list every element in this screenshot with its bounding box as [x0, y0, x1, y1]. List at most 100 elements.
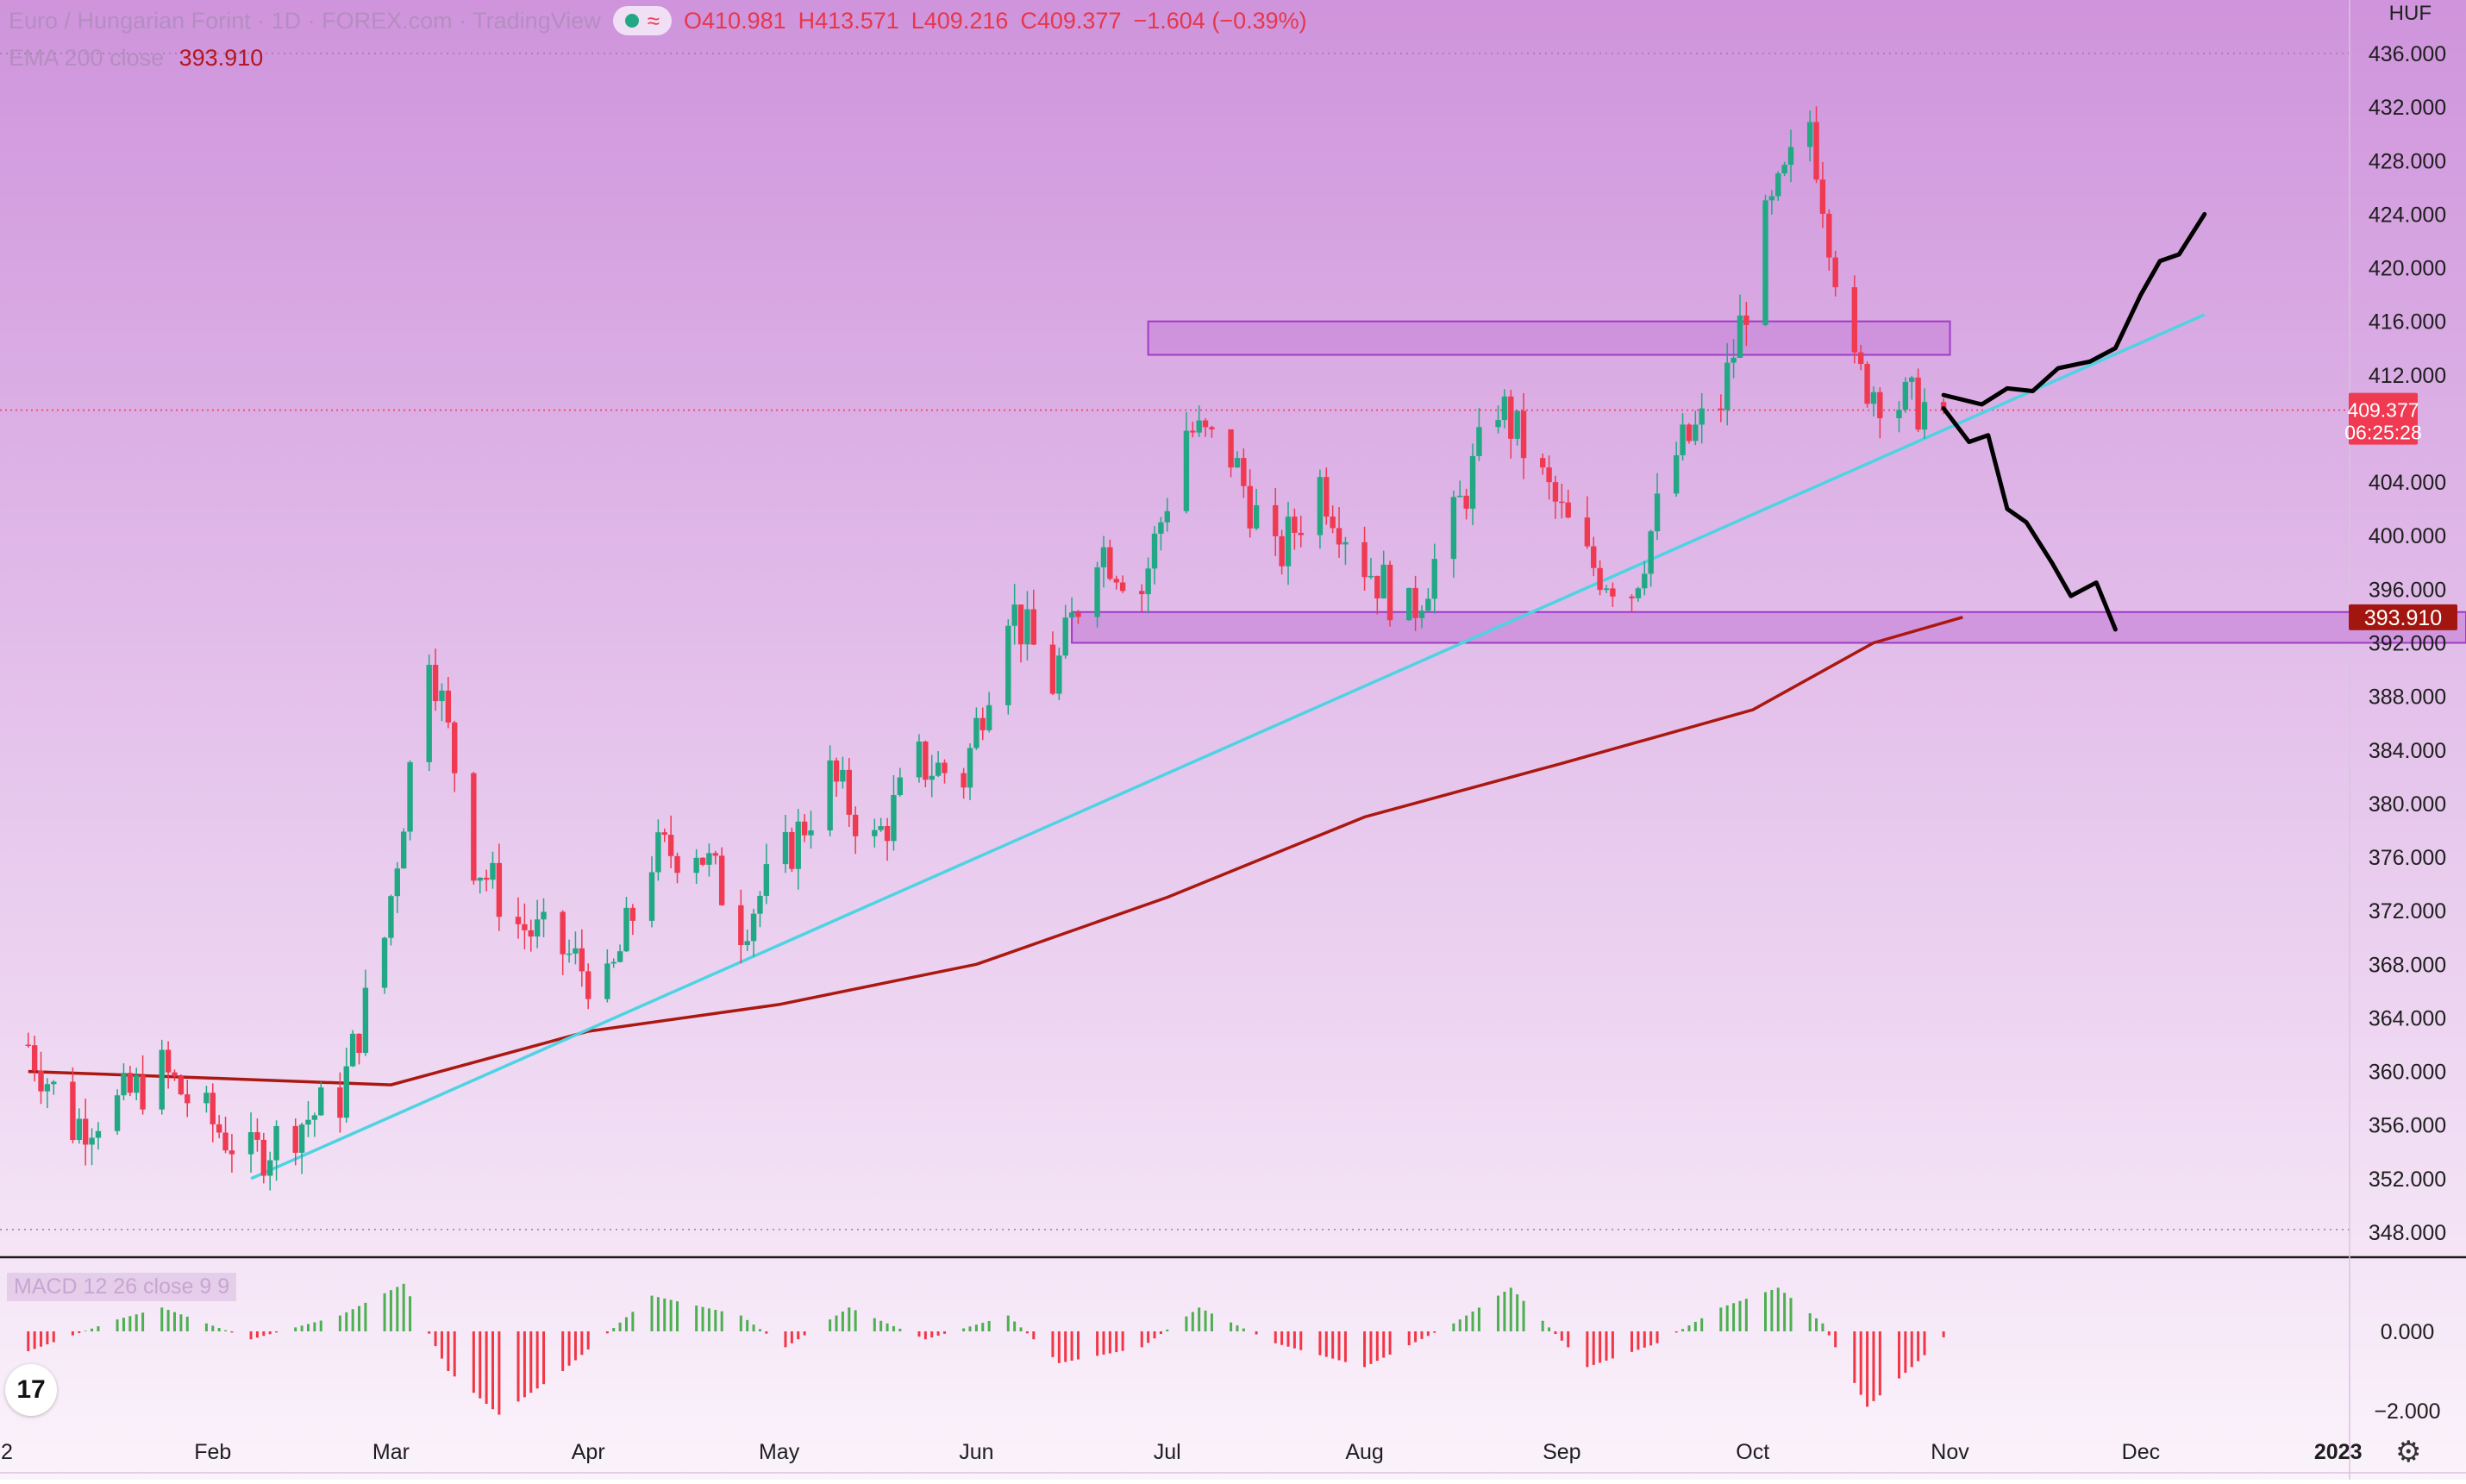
candle [1699, 392, 1705, 444]
price-tick-label: 372.000 [2369, 899, 2446, 924]
candle [961, 767, 967, 799]
candle-body [1279, 535, 1285, 567]
symbol-title[interactable]: Euro / Hungarian Forint · 1D · FOREX.com… [9, 7, 601, 34]
candle-body [750, 913, 757, 942]
tradingview-logo-icon[interactable]: 17 [5, 1364, 57, 1416]
price-tick-label: 436.000 [2369, 42, 2446, 66]
candle [1183, 412, 1190, 514]
status-indicators[interactable]: ≈ [612, 6, 673, 35]
candle [311, 1112, 318, 1137]
candle [1654, 473, 1661, 541]
candle-body [1368, 575, 1374, 578]
candle [400, 828, 407, 869]
price-tick-label: 424.000 [2369, 203, 2446, 227]
candle [82, 1099, 89, 1166]
candle-body [1100, 547, 1107, 567]
candle [76, 1108, 82, 1144]
candle-body [1463, 495, 1469, 509]
candle-body [165, 1049, 172, 1073]
candle-body [1469, 455, 1476, 509]
candle [1584, 496, 1591, 549]
candle [852, 806, 859, 855]
candle [718, 847, 725, 906]
candle [522, 903, 528, 949]
candle-body [445, 690, 452, 723]
candle [616, 944, 623, 963]
candle-body [1762, 200, 1768, 325]
candle [1100, 535, 1107, 588]
ema-legend[interactable]: EMA 200 close 393.910 [9, 45, 263, 72]
candle [757, 891, 763, 928]
time-tick-label: May [759, 1440, 800, 1464]
candle-body [1724, 362, 1731, 410]
candle-body [254, 1132, 260, 1140]
candle [623, 897, 629, 953]
candle [1317, 469, 1324, 549]
wave-icon: ≈ [647, 7, 660, 34]
candle-body [1030, 609, 1036, 645]
candle-body [840, 769, 846, 782]
time-tick-label: Jul [1154, 1440, 1181, 1464]
candle-body [923, 741, 929, 780]
candle-body [884, 826, 891, 842]
candle-body [528, 930, 534, 937]
candle-body [1629, 596, 1635, 598]
candle [349, 1030, 356, 1068]
candle [1011, 584, 1017, 645]
candle-body [648, 872, 655, 921]
candle-body [1864, 364, 1870, 404]
candle [789, 827, 795, 873]
candle-body [973, 717, 980, 748]
candle [763, 843, 770, 905]
candle [1870, 386, 1877, 416]
candle-body [808, 830, 814, 836]
candle-body [298, 1124, 305, 1153]
macd-legend[interactable]: MACD 12 26 close 9 9 [7, 1273, 237, 1301]
candle [1361, 526, 1368, 592]
candle-body [573, 948, 579, 954]
candle [1514, 410, 1520, 446]
candle-body [1406, 587, 1412, 621]
candle-body [1457, 495, 1463, 498]
candle-body [980, 717, 986, 730]
market-open-icon [624, 14, 639, 28]
candle-body [1017, 604, 1024, 645]
candle-body [311, 1115, 318, 1120]
candle [566, 939, 573, 963]
candle [178, 1074, 185, 1096]
candle-body [1806, 122, 1813, 147]
candle-body [172, 1072, 178, 1077]
candle [216, 1114, 222, 1139]
candle [44, 1078, 51, 1109]
candle [573, 931, 579, 965]
gear-icon[interactable]: ⚙ [2395, 1436, 2422, 1468]
candle-body [140, 1074, 146, 1110]
candle-body [1113, 579, 1119, 583]
candle [1139, 584, 1145, 612]
candle-body [1418, 611, 1425, 618]
candle [1832, 250, 1838, 297]
candle-body [789, 831, 795, 869]
ohlc-open: O410.981 [684, 7, 786, 34]
candle [935, 751, 942, 778]
candle [1864, 361, 1870, 408]
candle-body [712, 853, 718, 856]
candle-body [1693, 424, 1699, 441]
candle-body [228, 1150, 235, 1155]
candle-body [1591, 546, 1597, 568]
candle-body [273, 1125, 279, 1161]
candle-body [1145, 568, 1151, 595]
candle-body [522, 924, 528, 930]
trend-line [250, 313, 2206, 1180]
candle [114, 1089, 121, 1135]
currency-label[interactable]: HUF [2388, 2, 2432, 25]
candle-body [515, 917, 522, 924]
candle-body [1005, 625, 1011, 705]
candle-body [1228, 429, 1234, 468]
candle-body [1151, 533, 1158, 569]
candle-body [178, 1076, 185, 1095]
candle-body [432, 665, 439, 702]
time-tick-label: Aug [1345, 1440, 1383, 1464]
